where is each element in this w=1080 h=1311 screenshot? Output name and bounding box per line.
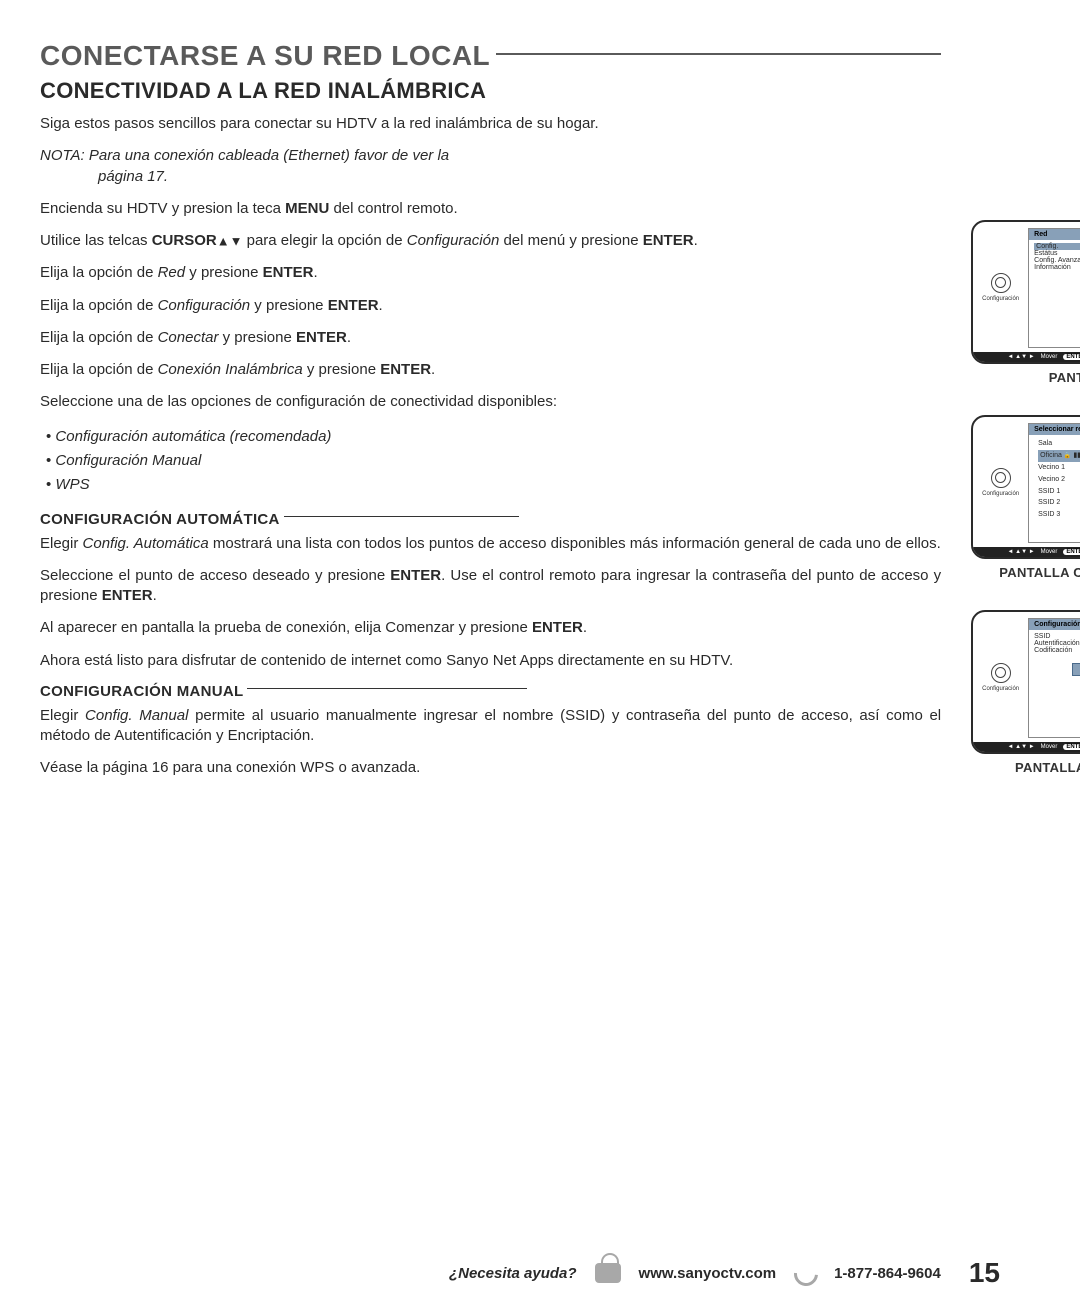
page-number: 15 xyxy=(969,1257,1000,1289)
apply-config-button: Aplicar configuración xyxy=(1072,663,1080,676)
footer-phone: 1-877-864-9604 xyxy=(834,1265,941,1282)
step-1: Encienda su HDTV y presion la teca MENU … xyxy=(40,199,941,219)
caption-manual: PANTALLA CONFIG. MANUAL xyxy=(971,760,1080,775)
footer-website: www.sanyoctv.com xyxy=(639,1265,777,1282)
option-list: Configuración automática (recomendada) C… xyxy=(40,425,941,497)
auto-p3: Al aparecer en pantalla la prueba de con… xyxy=(40,618,941,638)
tv-nav-bar: ◄ ▲▼ ►Mover ENTERElegir MENURegresar EXI… xyxy=(973,352,1080,362)
chapter-title: CONECTARSE A SU RED LOCAL xyxy=(40,40,941,72)
manual-p2: Véase la página 16 para una conexión WPS… xyxy=(40,758,941,778)
option-wps: WPS xyxy=(46,473,941,497)
manual-p1: Elegir Config. Manual permite al usuario… xyxy=(40,706,941,747)
sub-auto-heading: CONFIGURACIÓN AUTOMÁTICA xyxy=(40,511,941,528)
gear-icon xyxy=(991,663,1011,683)
screen-manual: Configuración Configuración Manual SSID … xyxy=(971,610,1080,754)
step-6: Elija la opción de Conexión Inalámbrica … xyxy=(40,360,941,380)
auto-p1: Elegir Config. Automática mostrará una l… xyxy=(40,534,941,554)
auto-p2: Seleccione el punto de acceso deseado y … xyxy=(40,566,941,607)
option-manual: Configuración Manual xyxy=(46,449,941,473)
section-title: CONECTIVIDAD A LA RED INALÁMBRICA xyxy=(40,78,941,104)
auto-p4: Ahora está listo para disfrutar de conte… xyxy=(40,651,941,671)
caption-red: PANTALLA DE RED xyxy=(971,370,1080,385)
caption-auto: PANTALLA CONFIG. AUTOMÁTICA xyxy=(971,565,1080,580)
page-footer: ¿Necesita ayuda? www.sanyoctv.com 1-877-… xyxy=(40,1257,1000,1289)
tv-icon xyxy=(595,1263,621,1283)
intro-paragraph: Siga estos pasos sencillos para conectar… xyxy=(40,114,941,134)
footer-help: ¿Necesita ayuda? xyxy=(449,1265,577,1282)
step-3: Elija la opción de Red y presione ENTER. xyxy=(40,263,941,283)
step-5: Elija la opción de Conectar y presione E… xyxy=(40,328,941,348)
screen-auto: Configuración Seleccionar red local Sala… xyxy=(971,415,1080,559)
note-paragraph: NOTA: Para una conexión cableada (Ethern… xyxy=(40,146,941,187)
gear-icon xyxy=(991,468,1011,488)
sub-manual-heading: CONFIGURACIÓN MANUAL xyxy=(40,683,941,700)
step-4: Elija la opción de Configuración y presi… xyxy=(40,296,941,316)
phone-icon xyxy=(794,1262,816,1284)
step-7: Seleccione una de las opciones de config… xyxy=(40,392,941,412)
option-auto: Configuración automática (recomendada) xyxy=(46,425,941,449)
step-2: Utilice las telcas CURSOR▲▼ para elegir … xyxy=(40,231,941,251)
gear-icon xyxy=(991,273,1011,293)
tv-nav-bar: ◄ ▲▼ ►Mover ENTERElegir MENURegresar EXI… xyxy=(973,547,1080,557)
tv-nav-bar: ◄ ▲▼ ►Mover ENTERElegir MENURegresar EXI… xyxy=(973,742,1080,752)
screen-red: Configuración Red Config. Estátus Config… xyxy=(971,220,1080,364)
